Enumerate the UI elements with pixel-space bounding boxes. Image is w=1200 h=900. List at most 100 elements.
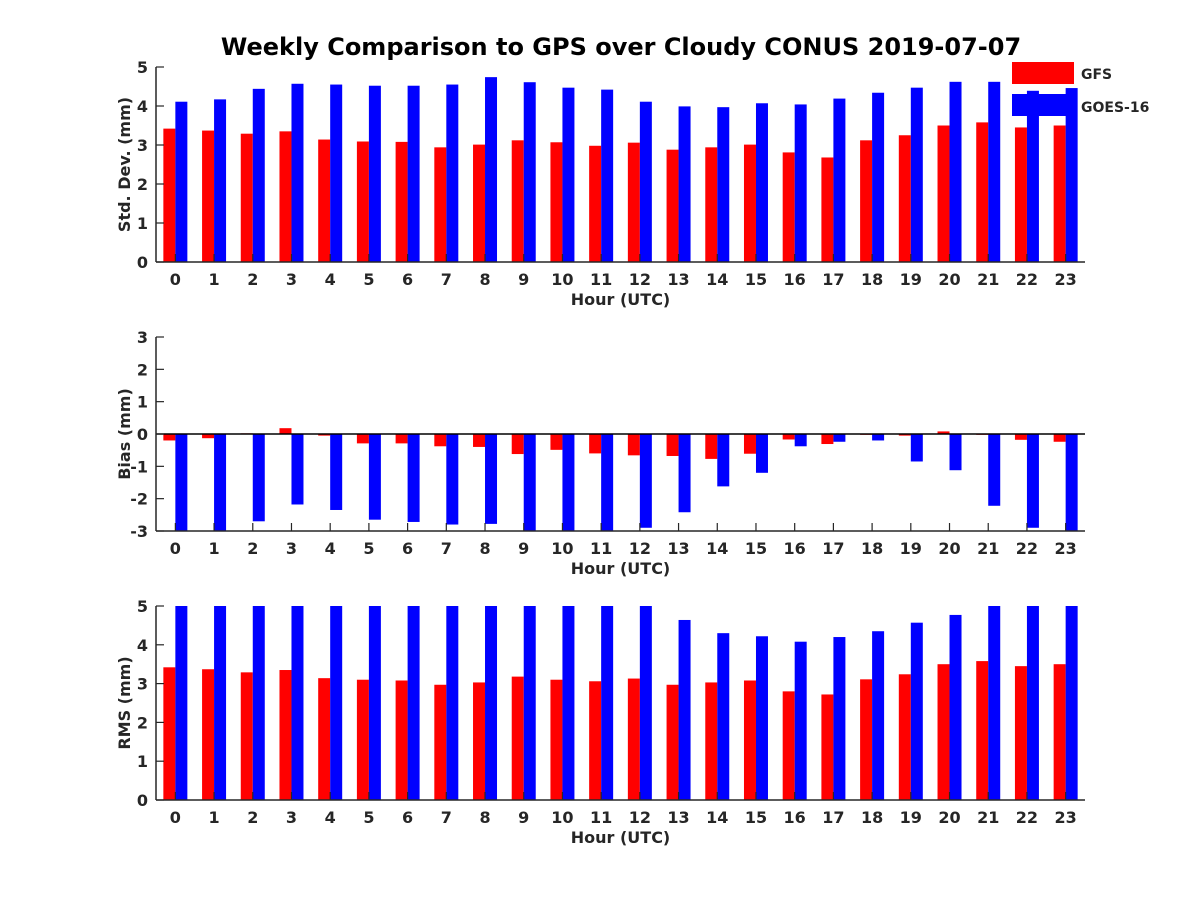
x-tick-label-rms-22: 22 (1016, 808, 1038, 827)
y-tick-label-rms-1: 1 (137, 752, 148, 771)
y-tick-label-std-2: 2 (137, 175, 148, 194)
x-tick-label-bias-18: 18 (861, 539, 883, 558)
bar-bias-goes16-14 (717, 434, 730, 487)
bar-std-goes16-7 (446, 84, 459, 262)
y-tick-label-rms-2: 2 (137, 713, 148, 732)
y-axis-label-rms: RMS (mm) (115, 656, 134, 749)
legend-swatch-goes16 (1012, 94, 1074, 116)
bar-std-goes16-19 (910, 87, 923, 262)
x-tick-label-bias-7: 7 (441, 539, 452, 558)
bar-rms-gfs-16 (782, 691, 795, 800)
bar-std-goes16-6 (407, 85, 420, 262)
bar-rms-goes16-18 (872, 631, 885, 800)
bar-bias-goes16-22 (1026, 434, 1039, 528)
bar-std-goes16-1 (214, 99, 227, 263)
x-tick-label-bias-6: 6 (402, 539, 413, 558)
bar-bias-gfs-7 (434, 434, 447, 447)
bar-bias-goes16-20 (949, 434, 962, 471)
x-tick-label-bias-10: 10 (551, 539, 573, 558)
bar-std-goes16-17 (833, 98, 846, 262)
bar-std-gfs-5 (356, 141, 369, 262)
x-tick-label-std-0: 0 (170, 270, 181, 289)
bar-std-goes16-0 (175, 101, 188, 263)
x-tick-label-rms-23: 23 (1055, 808, 1077, 827)
bar-bias-gfs-3 (279, 428, 292, 434)
x-tick-label-bias-12: 12 (629, 539, 651, 558)
bar-rms-gfs-18 (860, 679, 873, 800)
x-tick-label-bias-3: 3 (286, 539, 297, 558)
bar-rms-gfs-0 (163, 667, 176, 800)
bar-std-gfs-21 (976, 122, 989, 262)
bar-bias-gfs-1 (202, 434, 215, 439)
y-tick-label-bias-5: 2 (137, 360, 148, 379)
bar-rms-goes16-9 (523, 606, 536, 800)
x-tick-label-std-14: 14 (706, 270, 728, 289)
bar-std-gfs-13 (666, 149, 679, 262)
x-tick-label-std-11: 11 (590, 270, 612, 289)
bar-bias-goes16-13 (678, 434, 691, 513)
y-tick-label-std-4: 4 (137, 97, 148, 116)
x-axis-label-std: Hour (UTC) (571, 290, 671, 309)
bar-rms-goes16-22 (1026, 606, 1039, 800)
bar-std-gfs-11 (589, 145, 602, 262)
bar-bias-gfs-5 (356, 434, 369, 444)
x-tick-label-std-5: 5 (363, 270, 374, 289)
x-tick-label-rms-0: 0 (170, 808, 181, 827)
bar-bias-goes16-19 (910, 434, 923, 462)
bar-std-gfs-23 (1053, 125, 1066, 262)
bar-rms-gfs-14 (705, 682, 718, 800)
bar-rms-gfs-7 (434, 684, 447, 800)
x-tick-label-rms-21: 21 (977, 808, 999, 827)
x-tick-label-std-6: 6 (402, 270, 413, 289)
bar-bias-goes16-5 (368, 434, 381, 520)
bar-rms-goes16-5 (368, 606, 381, 800)
bar-std-gfs-6 (395, 141, 408, 262)
bar-rms-goes16-11 (601, 606, 614, 800)
bar-std-gfs-19 (898, 135, 911, 262)
bar-rms-goes16-23 (1065, 606, 1078, 800)
x-tick-label-std-9: 9 (518, 270, 529, 289)
bar-std-gfs-7 (434, 147, 447, 262)
x-tick-label-std-20: 20 (938, 270, 960, 289)
x-tick-label-std-12: 12 (629, 270, 651, 289)
bar-bias-goes16-15 (755, 434, 768, 473)
bar-rms-goes16-21 (988, 606, 1001, 800)
bar-std-goes16-13 (678, 106, 691, 262)
bar-std-gfs-4 (318, 139, 331, 262)
bar-std-gfs-10 (550, 142, 563, 262)
bar-rms-goes16-6 (407, 606, 420, 800)
x-tick-label-bias-9: 9 (518, 539, 529, 558)
x-tick-label-rms-12: 12 (629, 808, 651, 827)
bar-rms-gfs-2 (240, 672, 253, 800)
x-axis-label-rms: Hour (UTC) (571, 828, 671, 847)
bar-std-goes16-3 (291, 83, 304, 263)
y-tick-label-rms-0: 0 (137, 791, 148, 810)
x-tick-label-rms-11: 11 (590, 808, 612, 827)
bar-rms-goes16-15 (755, 636, 768, 800)
bar-bias-gfs-23 (1053, 434, 1066, 442)
x-tick-label-std-3: 3 (286, 270, 297, 289)
bar-std-goes16-14 (717, 107, 730, 262)
y-tick-label-bias-2: -1 (130, 457, 148, 476)
bar-std-goes16-22 (1026, 90, 1039, 262)
bar-bias-gfs-17 (821, 434, 834, 445)
bar-std-goes16-2 (252, 88, 265, 262)
bar-rms-gfs-19 (898, 674, 911, 800)
bar-std-goes16-23 (1065, 88, 1078, 262)
x-tick-label-bias-16: 16 (784, 539, 806, 558)
x-tick-label-bias-11: 11 (590, 539, 612, 558)
bar-std-gfs-22 (1014, 127, 1027, 262)
bar-bias-gfs-9 (511, 434, 524, 455)
y-tick-label-bias-1: -2 (130, 490, 148, 509)
x-tick-label-rms-9: 9 (518, 808, 529, 827)
bar-bias-goes16-8 (485, 434, 498, 524)
y-tick-label-rms-4: 4 (137, 636, 148, 655)
bar-rms-goes16-7 (446, 606, 459, 800)
legend-label-goes16: GOES-16 (1081, 100, 1149, 116)
bar-rms-goes16-17 (833, 637, 846, 800)
y-axis-label-std: Std. Dev. (mm) (115, 97, 134, 232)
bar-bias-goes16-21 (988, 434, 1001, 506)
x-tick-label-bias-4: 4 (325, 539, 336, 558)
